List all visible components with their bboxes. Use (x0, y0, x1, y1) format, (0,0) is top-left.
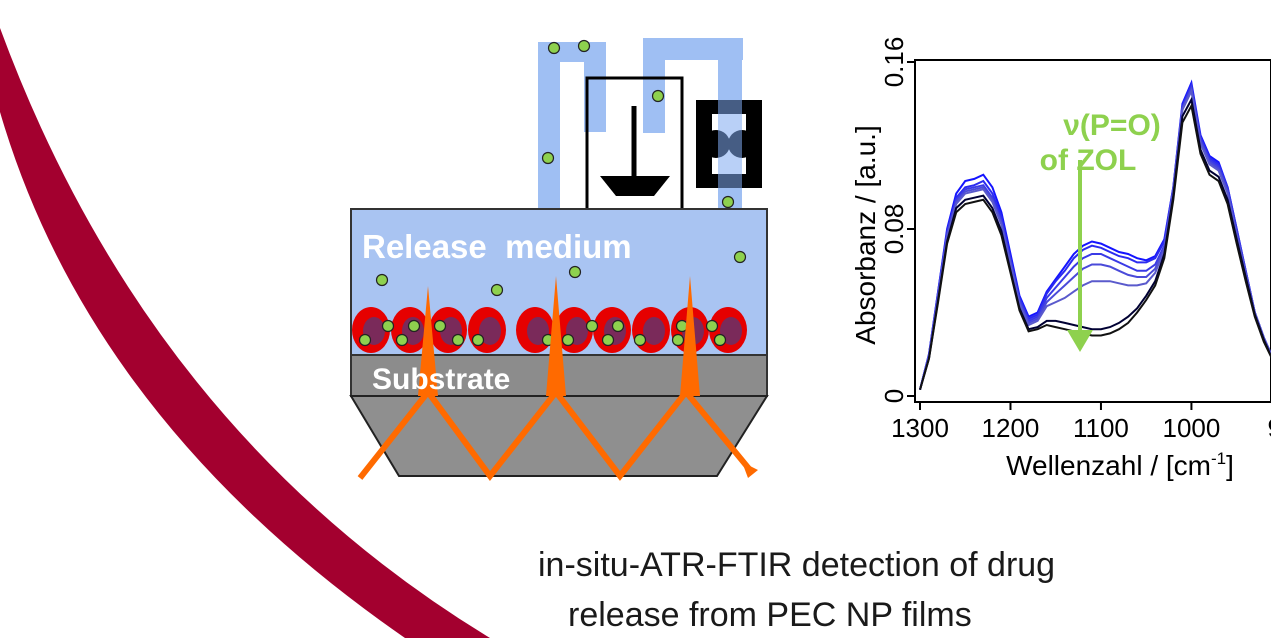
x-tick-label: 1300 (891, 413, 949, 443)
plot-frame (914, 59, 1271, 403)
drug-molecule (713, 333, 727, 347)
x-tick-label: 1200 (982, 413, 1040, 443)
setup-diagram: Release medium Substrate (349, 38, 769, 481)
drug-molecule (721, 195, 735, 209)
drug-molecules (358, 39, 747, 347)
x-axis-label-end: ] (1226, 450, 1234, 481)
x-axis-label-text: Wellenzahl / [cm (1006, 450, 1211, 481)
caption-line-2: release from PEC NP films (568, 596, 972, 634)
drug-molecule (381, 319, 395, 333)
drug-molecule (561, 333, 575, 347)
drug-molecule (358, 333, 372, 347)
spectrum-chart: ν(P=O) of ZOL 1300 1200 1100 1000 90 0 0.08 0.… (850, 37, 1271, 481)
drug-molecule (671, 333, 685, 347)
stirrer-blade (600, 176, 670, 196)
annotation-label-mode: ν(P=O) (1063, 109, 1161, 142)
x-tick-label: 90 (1267, 413, 1271, 443)
drug-molecule (601, 333, 615, 347)
annotation: ν(P=O) of ZOL (1040, 109, 1161, 352)
nanoparticle-core (643, 317, 665, 345)
spectrum-series-7 (919, 102, 1271, 390)
drug-molecule (541, 151, 555, 165)
evanescent-wave (680, 276, 700, 396)
x-axis-label: Wellenzahl / [cm-1] (1006, 449, 1234, 481)
evanescent-wave (546, 276, 566, 396)
drug-molecule (490, 283, 504, 297)
beam-arrowhead (742, 462, 758, 478)
spectra-lines (919, 79, 1271, 390)
x-axis-label-sup: -1 (1211, 449, 1226, 468)
drug-molecule (433, 319, 447, 333)
drug-molecule (547, 41, 561, 55)
x-axis-ticks: 1300 1200 1100 1000 90 (891, 402, 1271, 443)
nanoparticle-core (479, 317, 501, 345)
drug-molecule (577, 39, 591, 53)
spectrum-series-5 (919, 87, 1271, 390)
drug-molecule (471, 333, 485, 347)
x-tick-label: 1000 (1163, 413, 1221, 443)
drug-molecule (407, 319, 421, 333)
release-medium-label: Release medium (362, 228, 632, 265)
drug-molecule (451, 333, 465, 347)
y-axis-label: Absorbanz / [a.u.] (850, 125, 881, 344)
drug-molecule (611, 319, 625, 333)
annotation-arrow-head (1067, 330, 1093, 352)
drug-molecule (375, 273, 389, 287)
y-tick-label: 0.08 (879, 204, 909, 255)
drug-molecule (705, 319, 719, 333)
annotation-label-compound: of ZOL (1040, 144, 1137, 177)
y-tick-label: 0.16 (879, 37, 909, 88)
y-tick-label: 0 (879, 389, 909, 403)
drug-molecule (733, 250, 747, 264)
drug-molecule (585, 319, 599, 333)
pump-icon (696, 100, 762, 188)
caption-line-1: in-situ-ATR-FTIR detection of drug (538, 546, 1056, 584)
drug-molecule (633, 333, 647, 347)
substrate-label: Substrate (372, 363, 510, 396)
y-axis-ticks: 0 0.08 0.16 (879, 37, 915, 403)
drug-molecule (651, 89, 665, 103)
drug-molecule (395, 333, 409, 347)
ir-beam (357, 276, 758, 481)
x-tick-label: 1100 (1073, 413, 1129, 443)
drug-molecule (568, 265, 582, 279)
evanescent-wave (418, 286, 438, 396)
